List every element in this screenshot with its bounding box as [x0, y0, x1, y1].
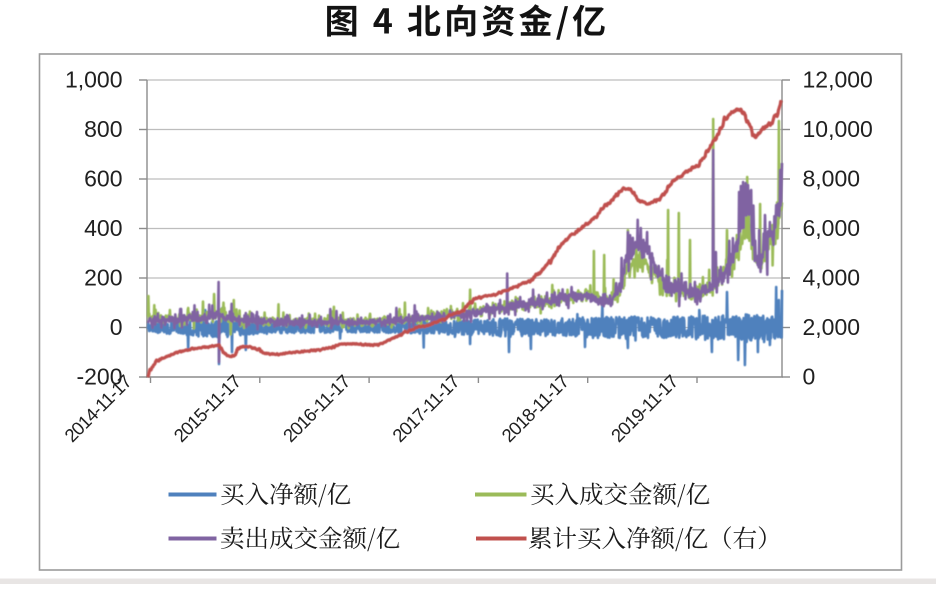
svg-text:600: 600 — [84, 166, 122, 192]
svg-text:0: 0 — [803, 364, 816, 390]
svg-text:1,000: 1,000 — [65, 67, 123, 93]
svg-text:-200: -200 — [76, 364, 122, 390]
svg-text:800: 800 — [84, 116, 122, 142]
svg-text:8,000: 8,000 — [803, 166, 861, 192]
svg-text:0: 0 — [110, 314, 123, 340]
svg-text:12,000: 12,000 — [803, 67, 873, 93]
svg-text:200: 200 — [84, 265, 122, 291]
svg-text:2,000: 2,000 — [803, 314, 861, 340]
svg-text:6,000: 6,000 — [803, 215, 861, 241]
svg-text:4,000: 4,000 — [803, 265, 861, 291]
svg-text:10,000: 10,000 — [803, 116, 873, 142]
svg-text:400: 400 — [84, 215, 122, 241]
